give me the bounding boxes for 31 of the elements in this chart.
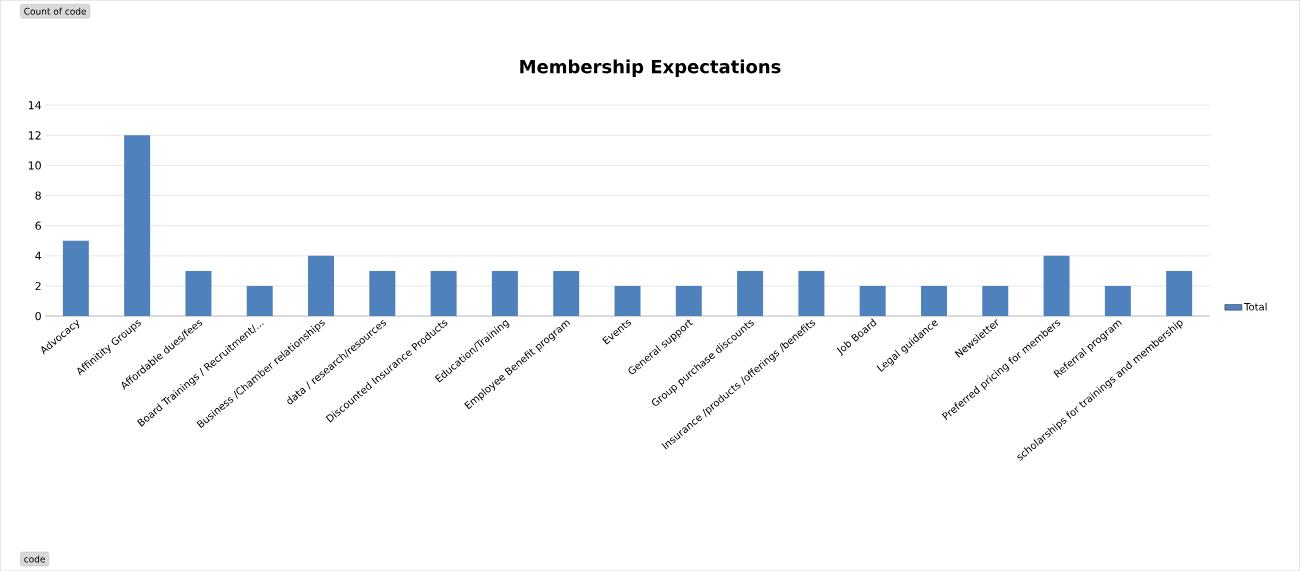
bar (124, 135, 151, 316)
bar (737, 270, 764, 316)
y-tick-label: 8 (35, 191, 41, 200)
bar (553, 270, 580, 316)
y-tick-label: 10 (28, 161, 41, 170)
chart-title: Membership Expectations (520, 59, 781, 77)
bar (675, 285, 702, 316)
bar (491, 270, 518, 316)
bar (798, 270, 825, 316)
bar (308, 255, 335, 316)
bar (1166, 270, 1193, 316)
bar (920, 285, 947, 316)
y-tick-label: 0 (35, 311, 41, 321)
text: Count of code (24, 7, 87, 15)
y-tick-label: 2 (35, 281, 41, 290)
bar (1043, 255, 1070, 316)
bar (185, 270, 212, 316)
y-tick-label: 14 (28, 101, 42, 110)
text: code (24, 555, 45, 563)
y-tick-label: 6 (35, 221, 41, 230)
y-tick-label: 12 (28, 131, 41, 140)
bar (982, 285, 1009, 316)
bar (1104, 285, 1131, 316)
y-tick-label: 4 (35, 251, 42, 260)
bar (246, 285, 273, 316)
bar (369, 270, 396, 316)
bar (62, 240, 89, 316)
bar (614, 285, 641, 316)
bar (430, 270, 457, 316)
legend-label: Total (1244, 302, 1267, 311)
bar (859, 285, 886, 316)
